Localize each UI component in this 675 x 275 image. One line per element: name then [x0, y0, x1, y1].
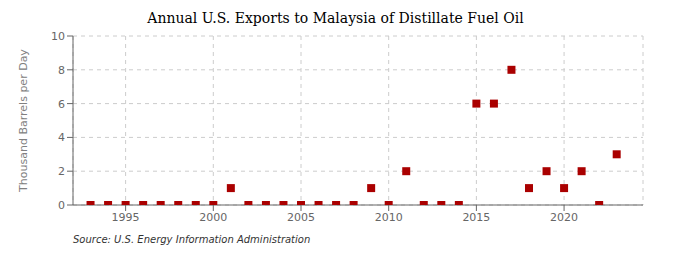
svg-text:2010: 2010: [375, 211, 403, 224]
svg-text:2015: 2015: [462, 211, 490, 224]
svg-text:6: 6: [58, 98, 65, 111]
html-text:Annual U.S. Exports to Malaysi: Annual U.S. Exports to Malaysia of Disti…: [147, 10, 524, 26]
svg-text:10: 10: [51, 30, 65, 43]
svg-text:1995: 1995: [112, 211, 140, 224]
svg-text:4: 4: [58, 131, 65, 144]
svg-text:8: 8: [58, 64, 65, 77]
svg-text:Thousand Barrels per Day: Thousand Barrels per Day: [17, 49, 30, 193]
svg-text:2000: 2000: [199, 211, 227, 224]
svg-text:2: 2: [58, 165, 65, 178]
html-text:Source: U.S. Energy Informatio: Source: U.S. Energy Information Administ…: [73, 234, 311, 245]
svg-text:2005: 2005: [287, 211, 315, 224]
svg-text:2020: 2020: [550, 211, 578, 224]
svg-text:0: 0: [58, 199, 65, 212]
